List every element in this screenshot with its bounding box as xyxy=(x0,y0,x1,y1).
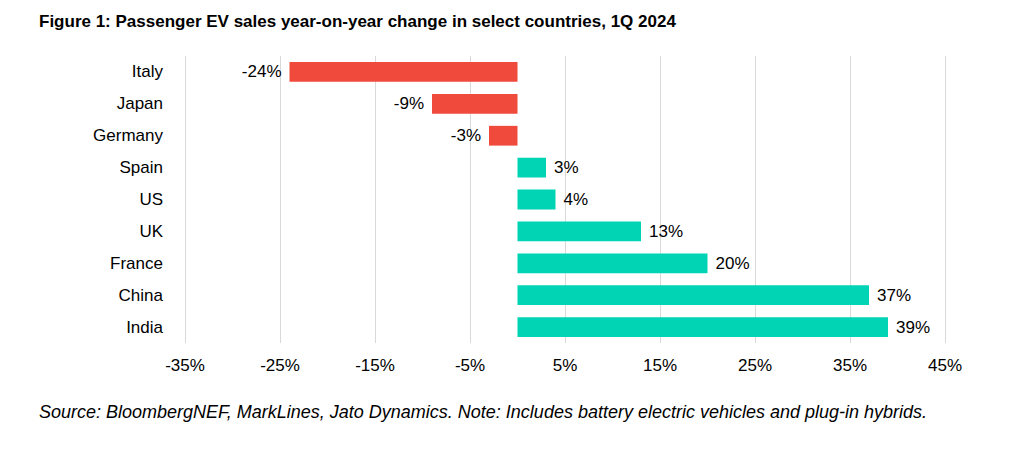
svg-text:5%: 5% xyxy=(553,356,578,375)
svg-text:UK: UK xyxy=(139,222,163,241)
svg-text:-5%: -5% xyxy=(455,356,485,375)
svg-text:4%: 4% xyxy=(564,190,589,209)
svg-text:37%: 37% xyxy=(877,286,911,305)
svg-text:-3%: -3% xyxy=(451,126,481,145)
svg-text:13%: 13% xyxy=(649,222,683,241)
svg-text:Germany: Germany xyxy=(93,126,163,145)
svg-text:Figure 1: Passenger EV sales y: Figure 1: Passenger EV sales year-on-yea… xyxy=(39,12,676,31)
svg-text:15%: 15% xyxy=(643,356,677,375)
svg-text:39%: 39% xyxy=(896,318,930,337)
svg-text:-15%: -15% xyxy=(355,356,395,375)
svg-text:Japan: Japan xyxy=(117,94,163,113)
svg-text:China: China xyxy=(119,286,164,305)
svg-text:35%: 35% xyxy=(833,356,867,375)
svg-text:France: France xyxy=(110,254,163,273)
svg-text:20%: 20% xyxy=(716,254,750,273)
svg-text:India: India xyxy=(126,318,163,337)
svg-text:3%: 3% xyxy=(554,158,579,177)
svg-text:-9%: -9% xyxy=(394,94,424,113)
svg-text:45%: 45% xyxy=(928,356,962,375)
svg-text:-35%: -35% xyxy=(165,356,205,375)
svg-text:-25%: -25% xyxy=(260,356,300,375)
svg-text:Spain: Spain xyxy=(120,158,163,177)
svg-text:-24%: -24% xyxy=(242,62,282,81)
svg-text:Italy: Italy xyxy=(132,62,164,81)
svg-text:25%: 25% xyxy=(738,356,772,375)
svg-text:Source: BloombergNEF, MarkLine: Source: BloombergNEF, MarkLines, Jato Dy… xyxy=(39,402,927,422)
svg-text:US: US xyxy=(139,190,163,209)
